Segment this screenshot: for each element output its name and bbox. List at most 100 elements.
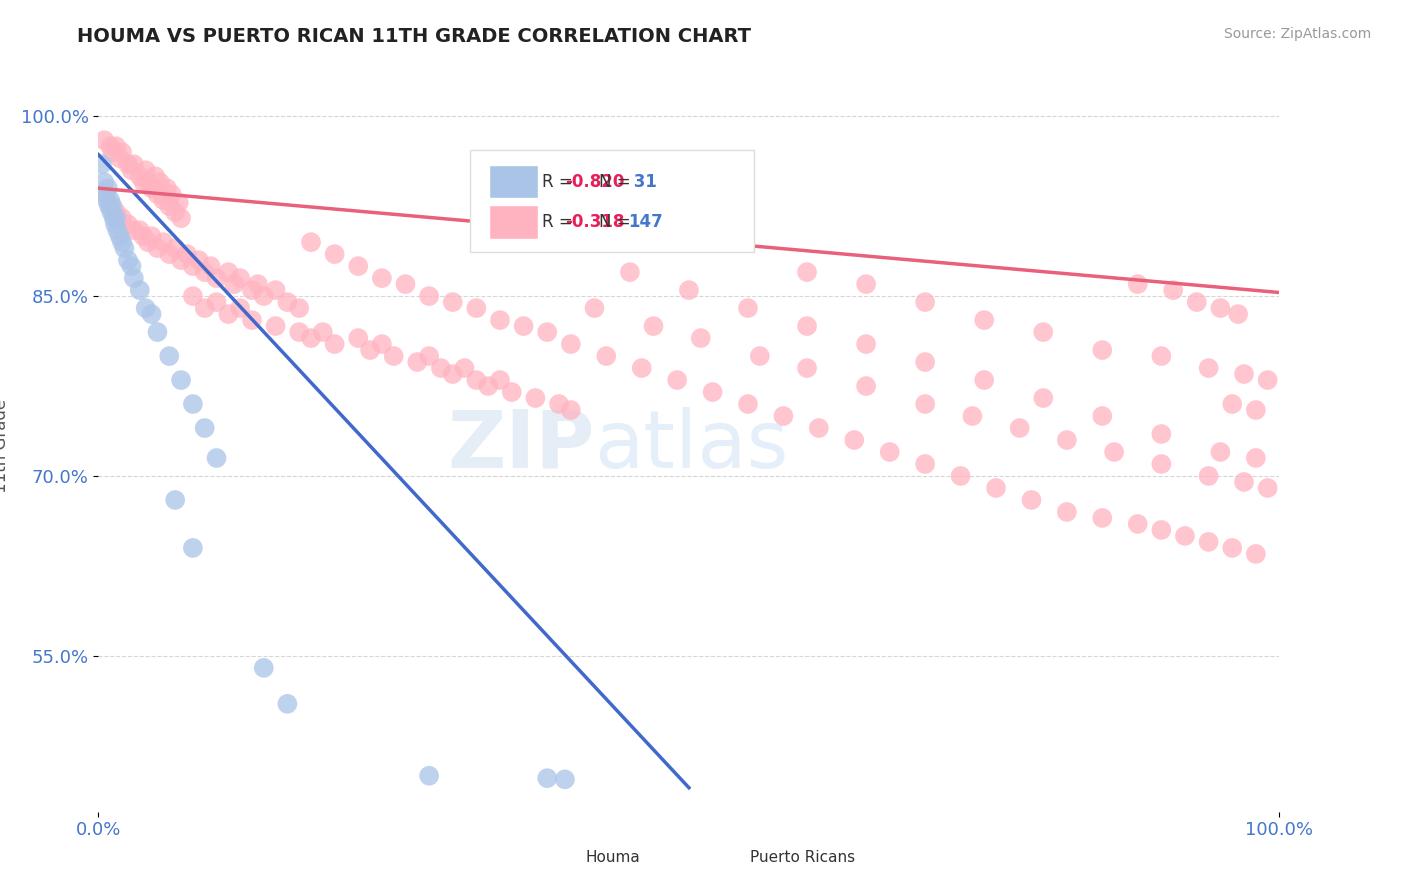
Point: [105, 139, 128, 153]
Text: 31: 31: [627, 173, 657, 191]
Point: [702, 385, 724, 400]
Point: [1244, 450, 1267, 465]
Point: [299, 331, 322, 345]
Point: [105, 211, 128, 226]
Point: [97, 181, 120, 195]
Point: [501, 385, 523, 400]
Point: [973, 313, 995, 327]
Point: [323, 247, 346, 261]
Point: [914, 295, 936, 310]
Point: [253, 661, 276, 675]
Point: [595, 349, 617, 363]
Point: [1161, 283, 1184, 297]
Point: [121, 259, 143, 273]
Point: [122, 223, 145, 237]
Point: [105, 223, 128, 237]
Point: [117, 157, 139, 171]
Y-axis label: 11th Grade: 11th Grade: [0, 399, 10, 493]
Point: [772, 409, 794, 423]
Point: [430, 361, 453, 376]
Point: [200, 259, 222, 273]
Point: [105, 205, 128, 219]
Text: -0.318: -0.318: [565, 213, 624, 231]
Point: [111, 235, 134, 249]
FancyBboxPatch shape: [709, 844, 745, 871]
Point: [855, 337, 877, 351]
Point: [253, 289, 276, 303]
Point: [465, 373, 488, 387]
Point: [194, 301, 217, 315]
Point: [737, 397, 759, 411]
Point: [748, 349, 770, 363]
Point: [796, 319, 818, 334]
Point: [224, 277, 246, 292]
Point: [187, 253, 209, 268]
Point: [264, 283, 287, 297]
Point: [246, 277, 269, 292]
Point: [347, 331, 370, 345]
Point: [548, 397, 571, 411]
Point: [111, 211, 134, 226]
Point: [157, 199, 180, 213]
Point: [418, 769, 440, 783]
Point: [167, 195, 190, 210]
Point: [962, 409, 984, 423]
Point: [176, 247, 198, 261]
Point: [149, 175, 172, 189]
Point: [465, 301, 488, 315]
Text: R =: R =: [543, 213, 578, 231]
Point: [299, 235, 322, 249]
Point: [394, 277, 416, 292]
Point: [666, 373, 689, 387]
Point: [1091, 511, 1114, 525]
Point: [136, 175, 159, 189]
Point: [1032, 391, 1054, 405]
Point: [1032, 325, 1054, 339]
Point: [104, 217, 127, 231]
Text: R =: R =: [543, 173, 578, 191]
Point: [879, 445, 901, 459]
Point: [108, 229, 131, 244]
Point: [217, 265, 239, 279]
Point: [170, 373, 193, 387]
Point: [1220, 397, 1243, 411]
Point: [560, 337, 582, 351]
Point: [678, 283, 700, 297]
Point: [141, 307, 163, 321]
Point: [1233, 367, 1256, 381]
Point: [94, 187, 117, 202]
Point: [1150, 523, 1173, 537]
Point: [205, 295, 228, 310]
Point: [312, 325, 335, 339]
Point: [276, 697, 298, 711]
Point: [949, 469, 972, 483]
Point: [132, 229, 155, 244]
Point: [1150, 349, 1173, 363]
Point: [323, 337, 346, 351]
Point: [264, 319, 287, 334]
Text: 147: 147: [627, 213, 662, 231]
Point: [98, 139, 121, 153]
Text: Houma: Houma: [585, 849, 640, 864]
Point: [1008, 421, 1031, 435]
Point: [181, 289, 204, 303]
Point: [512, 319, 534, 334]
Point: [157, 247, 180, 261]
Point: [1021, 492, 1043, 507]
Text: N =: N =: [599, 213, 636, 231]
Point: [371, 271, 394, 285]
Point: [583, 301, 606, 315]
Point: [844, 433, 866, 447]
Point: [117, 253, 139, 268]
Point: [418, 289, 440, 303]
Point: [382, 349, 405, 363]
Point: [170, 253, 193, 268]
Point: [1233, 475, 1256, 489]
Text: Source: ZipAtlas.com: Source: ZipAtlas.com: [1223, 27, 1371, 41]
FancyBboxPatch shape: [489, 205, 537, 239]
Point: [536, 325, 558, 339]
Point: [1102, 445, 1125, 459]
Point: [477, 379, 499, 393]
Point: [146, 325, 169, 339]
Text: N =: N =: [599, 173, 636, 191]
